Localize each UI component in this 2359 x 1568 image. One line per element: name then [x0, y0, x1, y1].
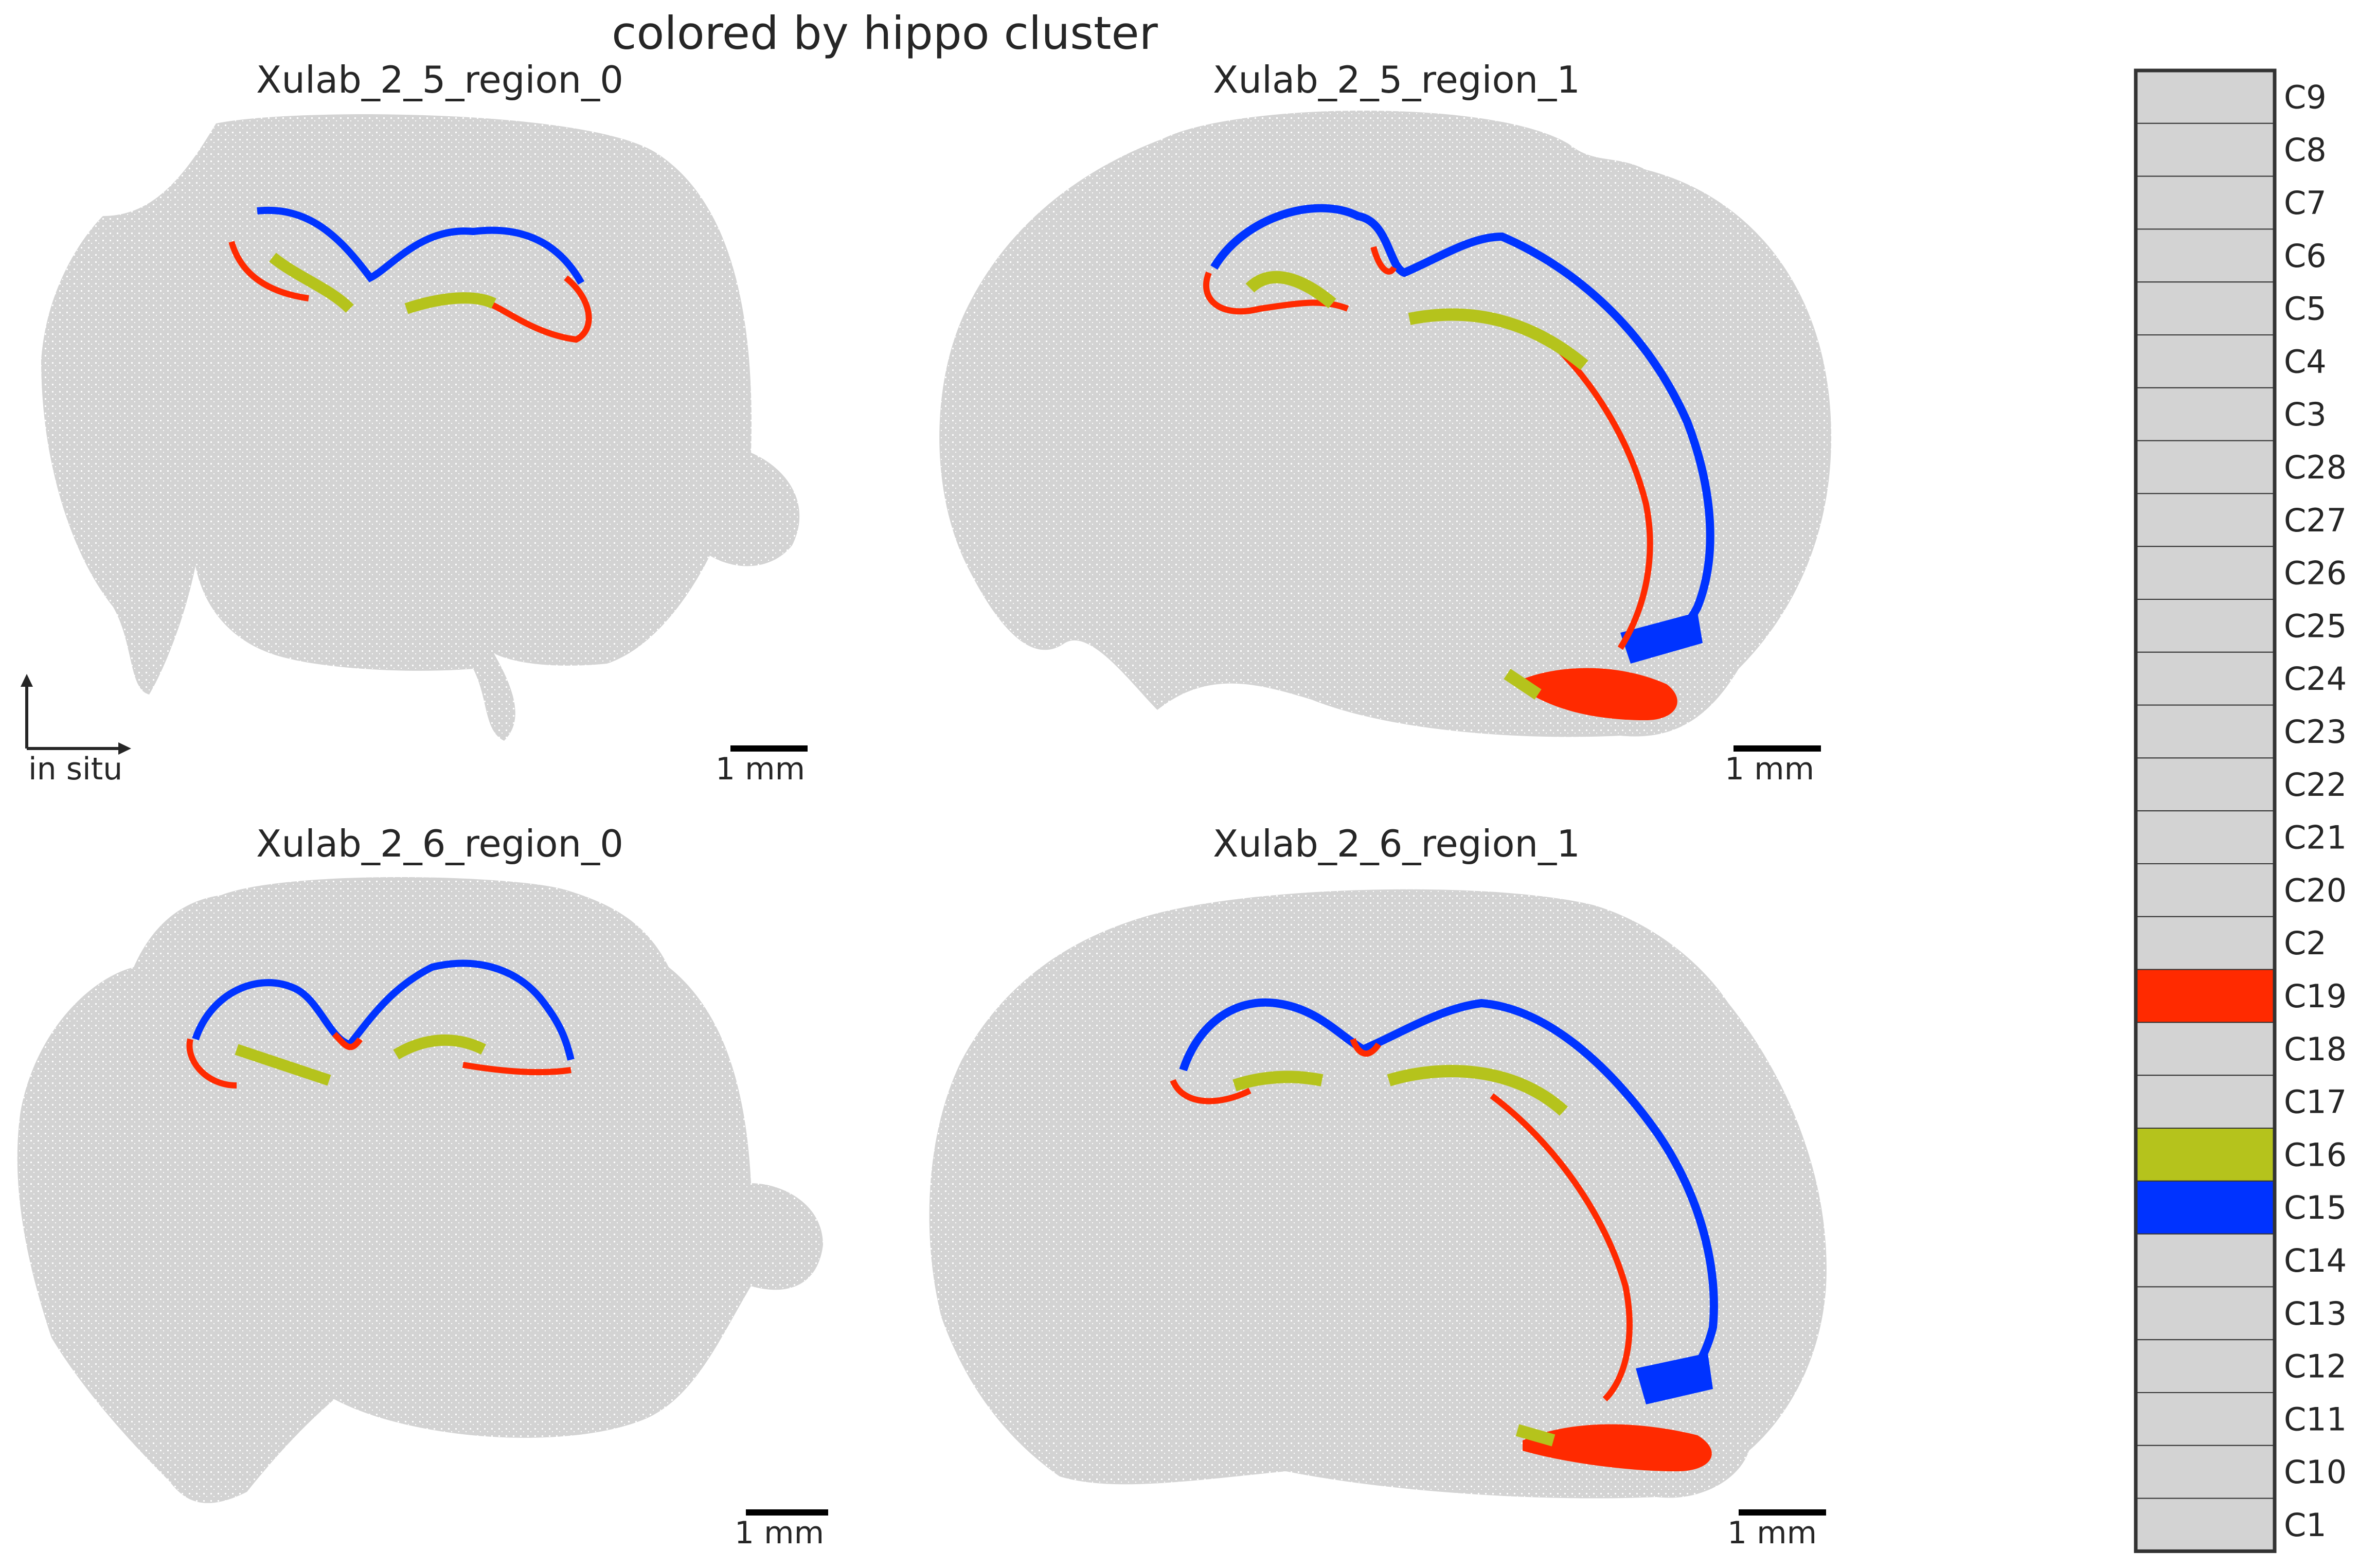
legend-swatch-c8 [2135, 122, 2275, 177]
legend-label-c23: C23 [2284, 713, 2347, 751]
legend: C9 C8 C7 C6 C5 C4 C3 C28 C27 C26 C25 C24 C23 C22 C21 C2… [2134, 68, 2347, 1553]
legend-label-c12: C12 [2284, 1348, 2347, 1385]
cluster-c16-band [269, 253, 496, 314]
legend-swatch-c17 [2135, 1075, 2275, 1129]
legend-label-c7: C7 [2284, 184, 2327, 222]
legend-swatch-c26 [2135, 546, 2275, 600]
legend-label-c14: C14 [2284, 1242, 2347, 1279]
legend-swatch-c9 [2135, 70, 2275, 124]
legend-label-c9: C9 [2284, 78, 2327, 116]
cluster-c16-band [1232, 1065, 1568, 1447]
legend-label-c4: C4 [2284, 343, 2327, 380]
legend-label-c20: C20 [2284, 871, 2347, 909]
legend-label-c1: C1 [2284, 1506, 2327, 1544]
panel-xulab-2-6-region-0: Xulab_2_6_region_0 1 mm [17, 822, 828, 1551]
legend-label-c16: C16 [2284, 1136, 2347, 1173]
cluster-c15-band [257, 206, 585, 285]
legend-label-c27: C27 [2284, 502, 2347, 539]
legend-label-c22: C22 [2284, 766, 2347, 804]
tissue-section [17, 877, 824, 1503]
cluster-c19-band [1170, 1038, 1633, 1402]
legend-swatch-c22 [2135, 757, 2275, 812]
legend-swatch-c10 [2135, 1445, 2275, 1499]
axis-arrow-head-up [21, 674, 33, 687]
scale-bar-label: 1 mm [735, 1515, 824, 1551]
legend-label-c18: C18 [2284, 1030, 2347, 1068]
cluster-c19-band [228, 241, 592, 343]
axis-label: in situ [28, 751, 122, 787]
legend-swatch-c14 [2135, 1233, 2275, 1288]
legend-swatch-c21 [2135, 810, 2275, 864]
panel-xulab-2-5-region-0: Xulab_2_5_region_0 in situ 1 mm [21, 58, 808, 787]
tissue-section [929, 889, 1827, 1499]
cluster-c19-patch [1523, 1424, 1712, 1471]
legend-swatch-c5 [2135, 281, 2275, 336]
legend-swatch-c6 [2135, 228, 2275, 283]
panel-xulab-2-5-region-1: Xulab_2_5_region_1 1 mm [939, 58, 1831, 787]
cluster-c15-patch [1636, 1353, 1713, 1404]
legend-label-c6: C6 [2284, 237, 2327, 275]
legend-label-c2: C2 [2284, 924, 2327, 962]
panel-title: Xulab_2_6_region_1 [1213, 822, 1580, 865]
panel-title: Xulab_2_6_region_0 [256, 822, 623, 865]
legend-swatch-c28 [2135, 440, 2275, 494]
legend-swatch-c25 [2135, 599, 2275, 653]
legend-swatch-c13 [2135, 1286, 2275, 1341]
legend-label-c25: C25 [2284, 607, 2347, 645]
legend-label-c21: C21 [2284, 819, 2347, 857]
legend-swatch-c20 [2135, 863, 2275, 917]
tissue-section [41, 114, 800, 741]
legend-swatch-c4 [2135, 334, 2275, 388]
legend-label-c13: C13 [2284, 1295, 2347, 1332]
cluster-c19-band [186, 1031, 571, 1089]
axis-arrow-head-right [118, 742, 131, 755]
panel-xulab-2-6-region-1: Xulab_2_6_region_1 1 mm [929, 822, 1827, 1551]
cluster-c15-band [1179, 998, 1718, 1398]
legend-label-c5: C5 [2284, 290, 2327, 328]
legend-frame [2134, 68, 2277, 1553]
cluster-c16-band [235, 1034, 486, 1086]
figure-title: colored by hippo cluster [612, 7, 1158, 60]
cluster-c15-patch [1620, 612, 1703, 664]
legend-label-c17: C17 [2284, 1083, 2347, 1121]
scale-bar-label: 1 mm [716, 751, 805, 787]
cluster-c19-patch [1523, 668, 1677, 720]
tissue-section [939, 111, 1831, 737]
legend-swatch-c7 [2135, 175, 2275, 230]
cluster-c15-band [1210, 204, 1714, 657]
legend-swatch-c24 [2135, 651, 2275, 706]
scale-bar-label: 1 mm [1725, 751, 1814, 787]
legend-swatch-c23 [2135, 704, 2275, 759]
legend-swatch-c19 [2135, 969, 2275, 1023]
cluster-c15-band [192, 959, 575, 1061]
legend-label-c11: C11 [2284, 1400, 2347, 1438]
panel-title: Xulab_2_5_region_1 [1213, 58, 1580, 101]
legend-label-c8: C8 [2284, 131, 2327, 169]
legend-label-c3: C3 [2284, 396, 2327, 433]
legend-swatch-c3 [2135, 387, 2275, 441]
legend-swatch-c15 [2135, 1180, 2275, 1235]
legend-label-c15: C15 [2284, 1189, 2347, 1226]
scale-bar-label: 1 mm [1727, 1515, 1817, 1551]
panel-title: Xulab_2_5_region_0 [256, 58, 623, 101]
legend-label-c10: C10 [2284, 1453, 2347, 1491]
legend-label-c28: C28 [2284, 449, 2347, 486]
legend-swatch-c1 [2135, 1498, 2275, 1552]
legend-label-c24: C24 [2284, 660, 2347, 698]
legend-label-c26: C26 [2284, 555, 2347, 592]
legend-swatch-c2 [2135, 916, 2275, 970]
cluster-c16-band [1245, 271, 1588, 700]
legend-swatch-c12 [2135, 1339, 2275, 1393]
legend-swatch-c16 [2135, 1128, 2275, 1182]
legend-swatch-c11 [2135, 1392, 2275, 1446]
legend-swatch-c27 [2135, 493, 2275, 547]
legend-label-c19: C19 [2284, 977, 2347, 1015]
legend-swatch-c18 [2135, 1022, 2275, 1076]
